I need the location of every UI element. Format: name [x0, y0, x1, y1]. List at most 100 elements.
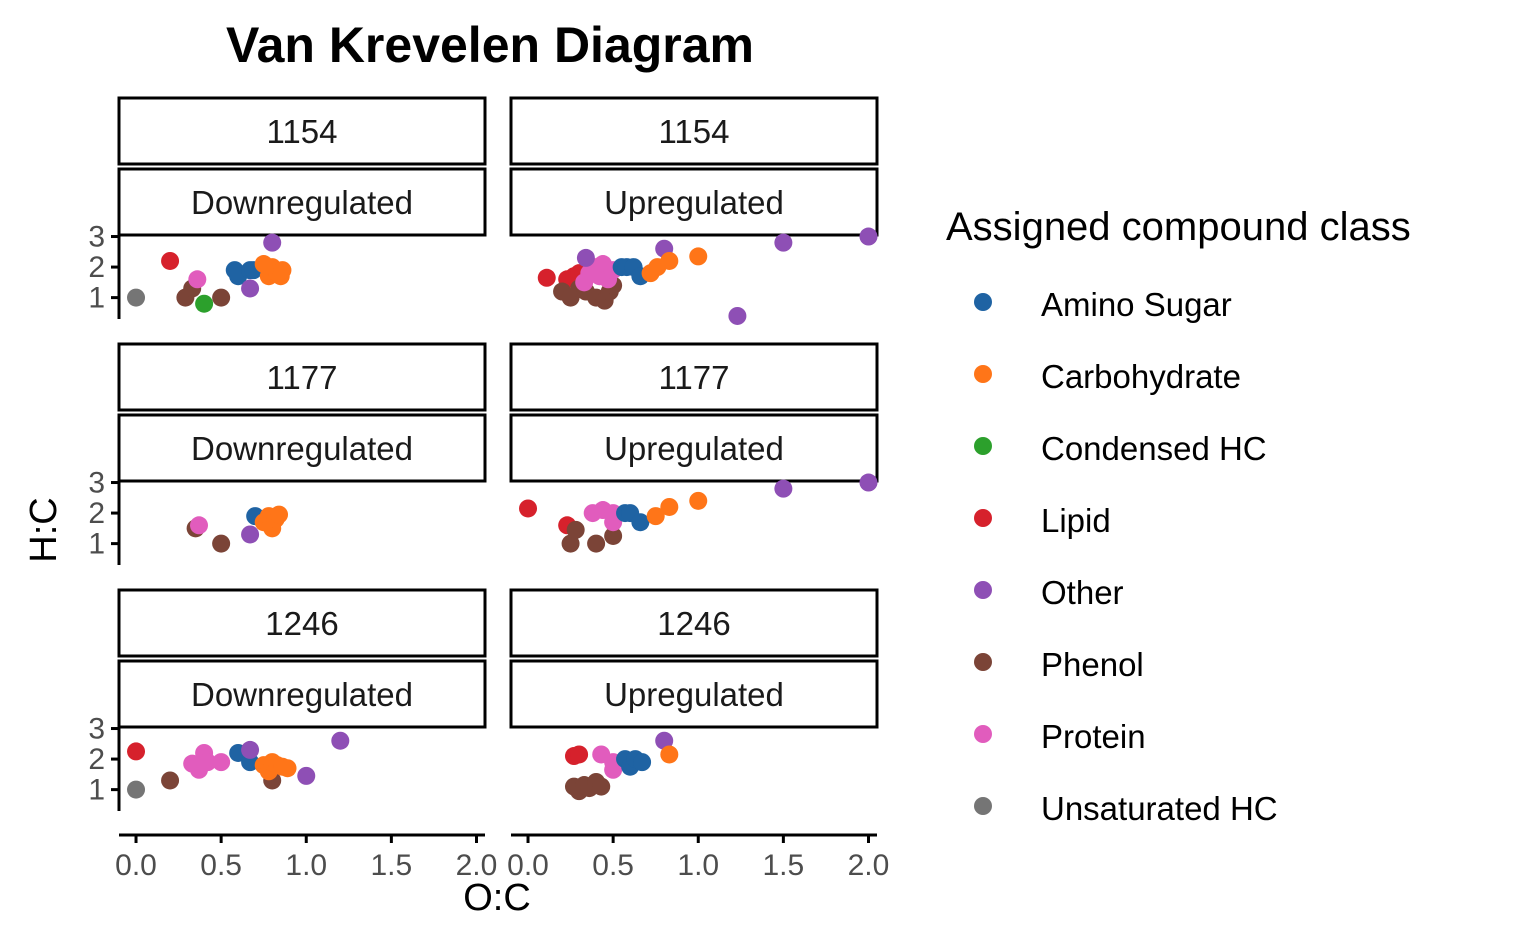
x-tick-label: 1.5	[763, 849, 805, 882]
point-phenol	[566, 520, 585, 539]
point-carbohydrate	[660, 251, 679, 270]
strip-label-sample: 1246	[657, 605, 730, 642]
x-tick-label: 1.5	[371, 849, 413, 882]
point-phenol	[212, 534, 231, 553]
strip-box-bottom	[117, 167, 487, 237]
point-other	[241, 525, 260, 544]
y-tick-label: 2	[88, 497, 105, 530]
legend-key-other	[974, 581, 992, 599]
point-other	[859, 227, 878, 246]
strip-label-sample: 1177	[267, 359, 338, 396]
legend-key-protein	[974, 725, 992, 743]
point-other	[774, 233, 793, 252]
point-carbohydrate	[660, 497, 679, 516]
strip-label-sample: 1154	[267, 113, 338, 150]
point-other	[297, 766, 316, 785]
point-amino-sugar	[631, 513, 650, 532]
legend-title: Assigned compound class	[946, 205, 1411, 249]
point-condensed-hc	[195, 294, 214, 313]
point-phenol	[587, 534, 606, 553]
strip-label-sample: 1154	[659, 113, 730, 150]
strip-box-top	[509, 96, 879, 166]
facet-panel-1177-upregulated: 1177 Upregulated	[509, 342, 879, 553]
point-lipid	[519, 499, 538, 518]
point-lipid	[127, 742, 146, 761]
legend-key-unsaturated-hc	[974, 797, 992, 815]
point-protein	[190, 516, 209, 535]
x-tick-label: 1.0	[677, 849, 719, 882]
point-protein	[188, 270, 207, 289]
point-phenol	[604, 526, 623, 545]
point-phenol	[212, 288, 231, 307]
legend-label-other: Other	[1041, 574, 1124, 611]
point-lipid	[537, 268, 556, 287]
legend-key-lipid	[974, 509, 992, 527]
y-tick-label: 3	[88, 467, 105, 500]
legend: Amino Sugar Carbohydrate Condensed HC Lipid…	[974, 286, 1278, 827]
point-lipid	[161, 251, 180, 270]
x-axis-title: O:C	[463, 877, 531, 919]
point-carbohydrate	[689, 247, 708, 266]
strip-label-regulation: Upregulated	[604, 430, 784, 467]
point-other	[655, 731, 674, 750]
x-tick-label: 2.0	[456, 849, 498, 882]
strip-box-bottom	[117, 659, 487, 729]
strip-label-sample: 1246	[265, 605, 338, 642]
point-protein	[604, 760, 623, 779]
facet-panel-1246-upregulated: 1246 Upregulated 0.0 0.5 1.0 1.5 2.0	[507, 588, 890, 882]
strip-box-top	[509, 342, 879, 412]
strip-label-regulation: Upregulated	[604, 676, 784, 713]
legend-key-phenol	[974, 653, 992, 671]
y-tick-label: 2	[88, 251, 105, 284]
facet-panel-1154-downregulated: 1154 Downregulated 123	[88, 96, 487, 319]
x-tick-label: 0.5	[592, 849, 634, 882]
x-tick-label: 0.0	[507, 849, 549, 882]
strip-box-top	[117, 588, 487, 658]
strip-box-bottom	[509, 167, 879, 237]
strip-label-regulation: Downregulated	[191, 184, 413, 221]
point-other	[331, 731, 350, 750]
y-tick-label: 2	[88, 743, 105, 776]
strip-box-bottom	[509, 413, 879, 483]
facet-panels: 1154Downregulated1231154Upregulated1177D…	[88, 96, 890, 882]
point-phenol	[592, 777, 611, 796]
strip-box-bottom	[117, 413, 487, 483]
point-other	[774, 479, 793, 498]
point-carbohydrate	[270, 505, 289, 524]
point-other	[263, 233, 282, 252]
legend-label-amino-sugar: Amino Sugar	[1041, 286, 1232, 323]
legend-label-phenol: Phenol	[1041, 646, 1144, 683]
point-amino-sugar	[633, 753, 652, 772]
point-unsaturated-hc	[127, 288, 146, 307]
legend-label-lipid: Lipid	[1041, 502, 1111, 539]
point-other	[241, 279, 260, 298]
point-carbohydrate	[646, 507, 665, 526]
x-tick-label: 2.0	[848, 849, 890, 882]
point-other	[728, 306, 747, 325]
legend-label-unsaturated-hc: Unsaturated HC	[1041, 790, 1278, 827]
legend-key-carbohydrate	[974, 365, 992, 383]
legend-label-condensed-hc: Condensed HC	[1041, 430, 1267, 467]
point-other	[859, 473, 878, 492]
y-tick-label: 3	[88, 221, 105, 254]
facet-panel-1154-upregulated: 1154 Upregulated	[509, 96, 879, 325]
point-phenol	[161, 771, 180, 790]
strip-label-sample: 1177	[659, 359, 730, 396]
chart-title: Van Krevelen Diagram	[226, 17, 754, 73]
point-unsaturated-hc	[127, 780, 146, 799]
legend-key-amino-sugar	[974, 293, 992, 311]
point-carbohydrate	[273, 261, 292, 280]
facet-panel-1246-downregulated: 1246 Downregulated 123 0.0 0.5 1.0 1.5 2.0	[88, 588, 498, 882]
strip-box-top	[117, 96, 487, 166]
strip-box-top	[117, 342, 487, 412]
point-lipid	[570, 745, 589, 764]
point-phenol	[561, 534, 580, 553]
point-carbohydrate	[660, 745, 679, 764]
y-tick-label: 1	[88, 774, 105, 807]
facet-panel-1177-downregulated: 1177 Downregulated 123	[88, 342, 487, 565]
legend-key-condensed-hc	[974, 437, 992, 455]
point-other	[576, 248, 595, 267]
point-carbohydrate	[689, 491, 708, 510]
strip-label-regulation: Downregulated	[191, 430, 413, 467]
